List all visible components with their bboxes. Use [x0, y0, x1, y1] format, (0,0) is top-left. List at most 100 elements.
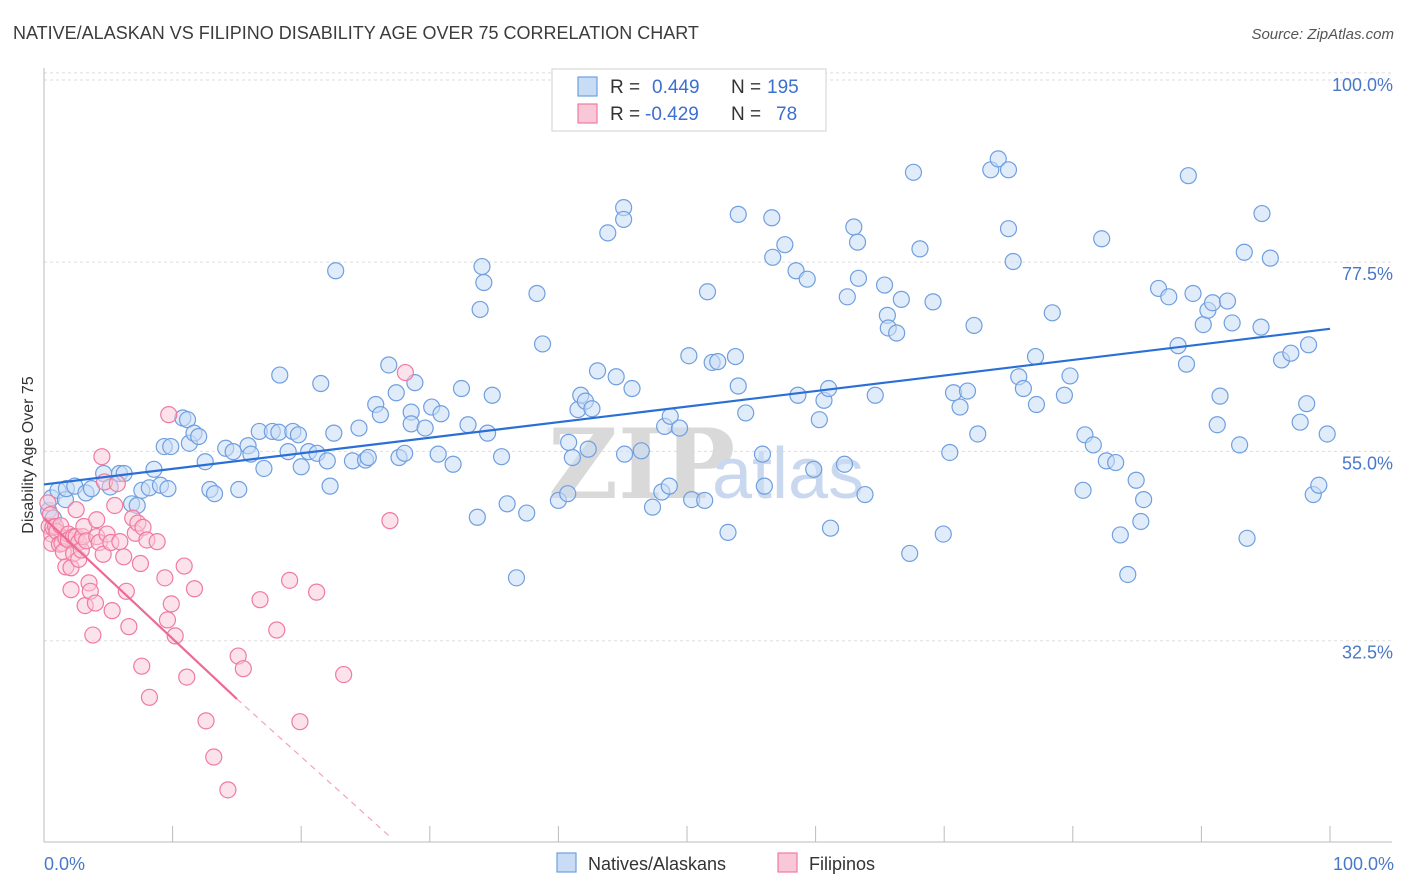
- natives-point-47: [318, 452, 336, 470]
- natives-point-150: [958, 382, 977, 400]
- bottom-legend-swatch-filipinos: [777, 852, 798, 873]
- natives-point-109: [698, 283, 717, 301]
- axes: [43, 68, 1392, 843]
- natives-point-144: [911, 240, 929, 258]
- natives-point-143: [904, 163, 923, 181]
- filipinos-point-70: [251, 591, 269, 609]
- bottom-legend: Natives/Alaskans Filipinos: [556, 852, 875, 874]
- filipinos-point-72: [281, 571, 299, 589]
- natives-point-98: [623, 379, 641, 398]
- natives-point-76: [483, 386, 501, 404]
- natives-point-93: [599, 224, 617, 242]
- natives-point-116: [737, 404, 755, 422]
- natives-point-159: [1014, 379, 1033, 398]
- natives-point-80: [518, 504, 536, 522]
- natives-point-31: [224, 443, 242, 461]
- natives-point-184: [1203, 294, 1222, 312]
- natives-point-194: [1261, 249, 1279, 267]
- natives-point-145: [924, 293, 942, 311]
- filipinos-point-58: [158, 611, 177, 629]
- filipinos-point-60: [162, 595, 180, 613]
- natives-point-187: [1218, 292, 1237, 310]
- natives-point-105: [670, 419, 689, 437]
- filipinos-point-63: [178, 668, 196, 686]
- natives-point-155: [999, 161, 1018, 179]
- natives-point-163: [1055, 386, 1074, 404]
- natives-point-134: [849, 269, 868, 287]
- natives-point-17: [145, 460, 163, 478]
- filipinos-point-75: [335, 665, 353, 684]
- natives-point-146: [934, 525, 952, 543]
- natives-point-129: [821, 519, 840, 537]
- x-tick-label-min: 0.0%: [44, 854, 85, 874]
- natives-point-94: [607, 368, 625, 386]
- filipinos-point-31: [84, 626, 102, 644]
- natives-point-141: [892, 290, 910, 308]
- natives-point-175: [1135, 490, 1153, 509]
- natives-point-193: [1253, 204, 1271, 223]
- filipinos-point-71: [268, 621, 286, 639]
- natives-point-151: [965, 316, 983, 335]
- filipinos-point-46: [117, 582, 135, 600]
- natives-point-162: [1043, 304, 1061, 322]
- filipinos-point-41: [103, 602, 121, 620]
- filipinos-point-17: [62, 581, 80, 599]
- watermark-atlas: atlas: [712, 434, 864, 514]
- natives-point-171: [1111, 526, 1129, 544]
- natives-point-113: [726, 347, 745, 366]
- legend-r-value-natives: 0.449: [652, 77, 700, 98]
- legend-n-label-filipinos: N =: [731, 104, 761, 125]
- legend-r-value-filipinos: -0.429: [645, 104, 699, 125]
- natives-point-49: [325, 424, 343, 442]
- natives-point-186: [1211, 387, 1229, 405]
- natives-point-70: [459, 416, 477, 434]
- chart-title: NATIVE/ALASKAN VS FILIPINO DISABILITY AG…: [13, 23, 699, 43]
- natives-point-48: [321, 477, 339, 495]
- filipinos-point-36: [93, 448, 111, 466]
- natives-point-172: [1119, 565, 1137, 584]
- natives-point-58: [387, 384, 405, 402]
- filipinos-point-44: [111, 533, 129, 551]
- natives-point-177: [1160, 288, 1178, 306]
- y-tick-label-2: 55.0%: [1342, 453, 1393, 473]
- series-natives-alaskans: [40, 150, 1336, 587]
- natives-point-74: [475, 273, 493, 292]
- natives-point-92: [588, 362, 607, 380]
- natives-point-115: [729, 205, 747, 223]
- watermark: ZIP atlas: [548, 408, 864, 521]
- natives-point-100: [643, 498, 662, 516]
- natives-point-111: [709, 353, 727, 371]
- natives-point-79: [507, 569, 526, 587]
- natives-point-60: [396, 444, 414, 462]
- natives-point-36: [255, 459, 273, 478]
- filipinos-point-62: [175, 557, 193, 575]
- natives-point-96: [615, 210, 633, 229]
- bottom-legend-label-filipinos: Filipinos: [809, 854, 875, 874]
- natives-point-78: [498, 495, 516, 513]
- natives-point-179: [1177, 355, 1196, 373]
- natives-point-147: [941, 443, 959, 462]
- natives-point-119: [763, 209, 781, 227]
- filipinos-point-59: [160, 406, 178, 424]
- legend-frame: [551, 68, 827, 132]
- natives-point-126: [810, 411, 828, 429]
- natives-point-103: [660, 477, 678, 495]
- natives-point-32: [230, 480, 248, 499]
- natives-point-170: [1107, 453, 1125, 472]
- natives-point-131: [838, 288, 856, 306]
- natives-point-125: [805, 460, 823, 478]
- natives-point-114: [729, 377, 747, 395]
- legend-box: R = 0.449 N = 195 R = -0.429 N = 78: [551, 68, 827, 132]
- natives-point-185: [1208, 416, 1226, 434]
- natives-point-19: [159, 480, 177, 498]
- y-tick-label-3: 32.5%: [1342, 643, 1393, 663]
- filipinos-point-56: [148, 533, 166, 551]
- filipinos-point-66: [205, 748, 223, 766]
- natives-point-66: [429, 445, 447, 463]
- natives-point-67: [432, 405, 450, 423]
- natives-point-118: [755, 477, 773, 495]
- natives-point-199: [1299, 336, 1318, 354]
- natives-point-112: [719, 523, 737, 542]
- natives-point-117: [753, 445, 772, 463]
